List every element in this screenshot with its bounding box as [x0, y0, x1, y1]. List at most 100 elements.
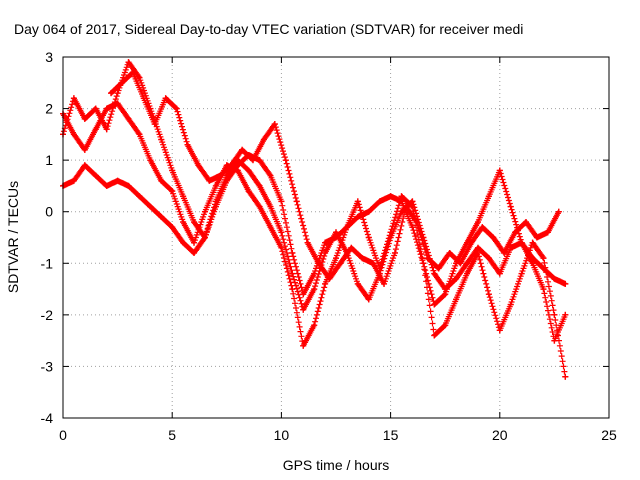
data-point [103, 182, 110, 189]
data-point [180, 219, 187, 226]
data-point [92, 172, 99, 179]
grid-lines [63, 57, 609, 418]
data-point [256, 182, 263, 189]
data-point [409, 203, 416, 210]
data-point [195, 162, 202, 169]
data-point [333, 229, 339, 236]
x-tick-label: 10 [274, 427, 290, 443]
data-point [206, 177, 213, 184]
data-point [151, 121, 158, 128]
data-point [278, 229, 285, 236]
data-point [250, 157, 257, 164]
data-point [315, 260, 322, 267]
axis-ticks: 0 5 10 15 20 25 -4 -3 -2 -1 0 1 2 3 [41, 49, 617, 443]
x-tick-label: 20 [492, 427, 508, 443]
data-point [326, 275, 333, 282]
data-point [300, 306, 307, 313]
data-point [387, 193, 394, 200]
data-point [158, 136, 165, 143]
data-point [446, 249, 453, 256]
data-point [245, 188, 252, 195]
data-point [125, 59, 132, 66]
data-point [180, 193, 187, 200]
data-point [518, 239, 525, 246]
data-point [136, 131, 143, 138]
data-point [322, 249, 329, 256]
data-point [92, 105, 99, 112]
data-point [147, 157, 154, 164]
x-tick-label: 0 [59, 427, 67, 443]
data-point [507, 203, 514, 210]
data-point [108, 90, 115, 97]
data-point [300, 342, 307, 349]
data-point [479, 224, 486, 231]
data-point [337, 260, 344, 267]
data-point [158, 177, 165, 184]
y-tick-label: -3 [41, 358, 54, 374]
data-point [92, 126, 99, 133]
data-point [169, 188, 176, 195]
data-point [365, 296, 372, 303]
data-point [496, 167, 503, 174]
data-point [136, 193, 143, 200]
data-point [562, 373, 569, 380]
y-tick-label: 3 [45, 49, 53, 65]
data-point [474, 249, 481, 256]
data-point [485, 255, 492, 262]
y-tick-label: -1 [41, 255, 54, 271]
data-point [507, 301, 514, 308]
y-tick-label: 0 [45, 204, 53, 220]
data-point [201, 234, 208, 241]
data-point [529, 255, 536, 262]
data-point [501, 249, 508, 256]
data-point [343, 224, 350, 231]
data-point [464, 270, 471, 277]
data-point [431, 301, 438, 308]
data-point [540, 255, 547, 262]
data-point [81, 146, 88, 153]
data-point [201, 208, 208, 215]
data-point [212, 198, 219, 205]
data-point [304, 239, 311, 246]
data-point [289, 249, 296, 256]
data-point [391, 249, 398, 256]
data-point [533, 234, 540, 241]
data-point [118, 79, 125, 86]
data-point [562, 280, 569, 287]
data-point [333, 255, 339, 262]
data-point [431, 270, 438, 277]
data-point [354, 198, 361, 205]
data-point [453, 296, 460, 303]
data-point [322, 239, 329, 246]
data-point [409, 224, 416, 231]
data-point [370, 260, 377, 267]
y-tick-label: 2 [45, 101, 53, 117]
y-tick-label: -4 [41, 410, 54, 426]
data-point [114, 90, 121, 97]
data-point [365, 208, 372, 215]
data-point [468, 239, 475, 246]
y-tick-label: -2 [41, 307, 54, 323]
chart-title: Day 064 of 2017, Sidereal Day-to-day VTE… [14, 21, 523, 37]
data-point [442, 322, 449, 329]
data-point [442, 291, 449, 298]
data-point [271, 121, 278, 128]
data-point [191, 239, 198, 246]
data-point [282, 157, 289, 164]
y-axis-label: SDTVAR / TECUs [5, 181, 21, 293]
data-point [485, 291, 492, 298]
data-point [278, 198, 285, 205]
data-point [435, 265, 442, 272]
plot-frame [62, 56, 610, 419]
data-point [354, 280, 361, 287]
data-point [555, 208, 562, 215]
data-point [212, 182, 219, 189]
data-point [464, 260, 471, 267]
data-point [70, 177, 77, 184]
data-point [512, 229, 519, 236]
data-point [474, 244, 481, 251]
data-point [311, 322, 318, 329]
data-point [376, 198, 383, 205]
data-point [402, 203, 409, 210]
data-point [485, 193, 492, 200]
